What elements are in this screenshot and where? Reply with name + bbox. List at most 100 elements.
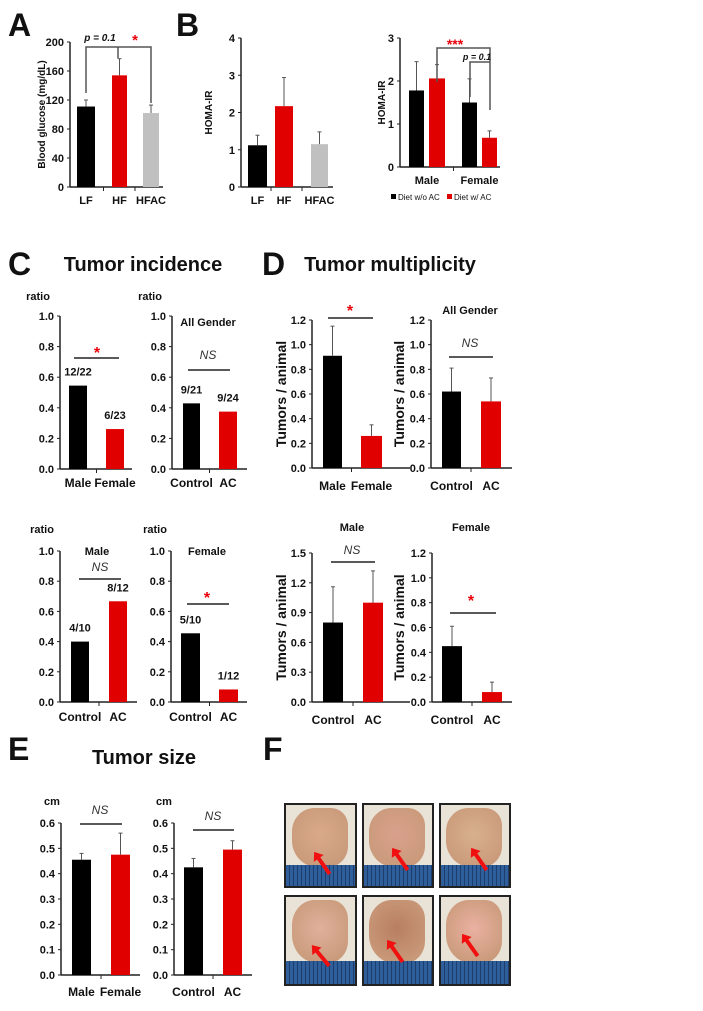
- ruler: [364, 961, 432, 984]
- x-tick-label-e1: Male: [68, 985, 95, 999]
- bar-b1: [275, 106, 293, 187]
- bar-c3: [71, 641, 89, 702]
- bar-c2: [219, 411, 237, 469]
- x-tick-label-c4: AC: [220, 710, 238, 724]
- y-tick-label-e1: 0.5: [40, 843, 55, 855]
- x-tick-label-d3: AC: [364, 713, 382, 727]
- bar-value-label-c1: 6/23: [104, 410, 125, 422]
- y-tick-label-c2: 0.8: [151, 342, 166, 354]
- x-tick-label-d2: Control: [430, 479, 473, 493]
- bar-d4: [482, 692, 502, 702]
- y-tick-label-a: 200: [46, 37, 64, 49]
- y-tick-label-d1: 1.0: [291, 340, 306, 352]
- y-tick-label-d2: 0.4: [410, 414, 426, 426]
- significance-label-d3: NS: [344, 543, 361, 557]
- y-tick-label-b1: 4: [229, 33, 236, 45]
- y-tick-label-c1: 1.0: [39, 311, 54, 323]
- bar-d1: [323, 355, 342, 468]
- p-value-label-b2: p = 0.1: [462, 52, 491, 62]
- unit-label-c3: ratio: [30, 524, 54, 536]
- y-tick-label-d4: 0.2: [411, 672, 426, 684]
- y-tick-label-c2: 0.6: [151, 372, 166, 384]
- x-tick-label-c1: Female: [94, 476, 136, 490]
- x-tick-label-c2: Control: [170, 476, 213, 490]
- y-tick-label-e1: 0.2: [40, 919, 55, 931]
- unit-label-e1: cm: [44, 796, 60, 808]
- unit-label-e2: cm: [156, 796, 172, 808]
- significance-label-d1: *: [347, 303, 354, 320]
- significance-label-e2: NS: [205, 809, 222, 823]
- bar-b2: [409, 90, 424, 167]
- y-tick-label-e1: 0.3: [40, 894, 55, 906]
- y-tick-label-a: 80: [52, 124, 64, 136]
- bar-d2: [442, 391, 461, 468]
- x-tick-label-c1: Male: [65, 476, 92, 490]
- bar-value-label-c3: 8/12: [107, 582, 128, 594]
- y-tick-label-e2: 0.0: [153, 970, 168, 982]
- y-tick-label-c4: 0.6: [150, 606, 165, 618]
- bar-d2: [481, 401, 501, 468]
- legend-label-diet-without-ac: Diet w/o AC: [398, 193, 440, 202]
- bar-b1: [248, 145, 267, 187]
- tissue-sample: [446, 808, 503, 867]
- bar-value-label-c3: 4/10: [69, 623, 90, 635]
- y-tick-label-c2: 0.2: [151, 433, 166, 445]
- x-tick-label-c3: AC: [109, 710, 127, 724]
- y-tick-label-e1: 0.1: [40, 945, 55, 957]
- x-tick-label-a: HFAC: [136, 195, 166, 207]
- x-tick-label-d1: Male: [319, 479, 346, 493]
- y-tick-label-b2: 2: [388, 76, 394, 88]
- bar-d3: [323, 622, 343, 702]
- y-tick-label-c3: 1.0: [39, 546, 54, 558]
- x-tick-label-a: HF: [112, 195, 127, 207]
- y-tick-label-d3: 0.9: [291, 608, 306, 620]
- chart-subtitle-d2: All Gender: [442, 305, 498, 317]
- bar-e1: [72, 859, 91, 975]
- y-tick-label-c3: 0.4: [39, 637, 55, 649]
- y-tick-label-b1: 1: [229, 145, 235, 157]
- y-tick-label-b2: 1: [388, 119, 394, 131]
- y-tick-label-c4: 0.4: [150, 637, 166, 649]
- y-tick-label-c2: 0.4: [151, 403, 167, 415]
- legend-swatch-diet-without-ac: [391, 194, 396, 199]
- y-axis-label-d4: Tumors / animal: [391, 574, 407, 680]
- y-tick-label-e2: 0.2: [153, 919, 168, 931]
- panel-label-d: D: [262, 246, 285, 282]
- y-tick-label-d2: 0.8: [410, 364, 425, 376]
- bar-value-label-c2: 9/24: [217, 393, 239, 405]
- y-axis-label-d3: Tumors / animal: [273, 574, 289, 680]
- bar-c3: [109, 601, 127, 702]
- bar-e2: [184, 867, 203, 975]
- x-tick-label-b1: LF: [251, 195, 265, 207]
- panel-label-a: A: [8, 7, 31, 43]
- panel-label-e: E: [8, 731, 29, 767]
- y-tick-label-d1: 0.4: [291, 414, 307, 426]
- x-tick-label-b2: Female: [461, 175, 499, 187]
- y-tick-label-c3: 0.6: [39, 606, 54, 618]
- ruler: [441, 864, 509, 886]
- y-tick-label-c2: 0.0: [151, 464, 166, 476]
- tumor-photo: [362, 895, 434, 986]
- bar-value-label-c4: 1/12: [218, 670, 239, 682]
- legend-swatch-diet-with-ac: [447, 194, 452, 199]
- unit-label-c2: ratio: [138, 291, 162, 303]
- y-tick-label-e2: 0.6: [153, 818, 168, 830]
- ruler: [286, 864, 355, 886]
- y-tick-label-d1: 0.0: [291, 463, 306, 475]
- y-tick-label-c3: 0.0: [39, 697, 54, 709]
- y-tick-label-d1: 0.6: [291, 389, 306, 401]
- x-tick-label-e2: AC: [224, 985, 242, 999]
- y-tick-label-b2: 0: [388, 162, 394, 174]
- y-tick-label-e1: 0.4: [40, 869, 56, 881]
- y-tick-label-c1: 0.4: [39, 403, 55, 415]
- y-tick-label-b1: 0: [229, 182, 235, 194]
- x-tick-label-c2: AC: [219, 476, 237, 490]
- tumor-photo: [362, 803, 434, 888]
- y-tick-label-c4: 1.0: [150, 546, 165, 558]
- p-value-label-a: p = 0.1: [83, 33, 116, 44]
- ruler: [441, 961, 509, 984]
- significance-label-d4: *: [468, 593, 475, 610]
- bar-e2: [223, 849, 242, 975]
- panel-label-f: F: [263, 731, 283, 767]
